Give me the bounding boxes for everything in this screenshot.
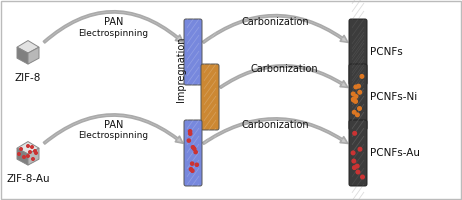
Text: ZIF-8: ZIF-8 xyxy=(15,73,41,83)
Polygon shape xyxy=(17,47,28,64)
Polygon shape xyxy=(28,148,39,165)
Circle shape xyxy=(23,156,25,158)
Polygon shape xyxy=(17,142,39,154)
FancyBboxPatch shape xyxy=(349,120,367,186)
Circle shape xyxy=(189,168,193,171)
FancyArrowPatch shape xyxy=(203,118,348,144)
Circle shape xyxy=(361,175,365,179)
Text: ZIF-8-Au: ZIF-8-Au xyxy=(6,174,50,184)
FancyArrowPatch shape xyxy=(199,67,208,84)
FancyArrowPatch shape xyxy=(43,114,183,144)
Circle shape xyxy=(193,147,196,150)
Text: PCNFs-Ni: PCNFs-Ni xyxy=(370,92,417,102)
Circle shape xyxy=(34,150,36,152)
Circle shape xyxy=(195,163,198,166)
Circle shape xyxy=(354,95,358,98)
Text: Impregnation: Impregnation xyxy=(176,37,186,102)
Circle shape xyxy=(355,164,359,168)
FancyBboxPatch shape xyxy=(349,64,367,130)
Circle shape xyxy=(353,132,357,135)
Circle shape xyxy=(188,130,192,133)
Circle shape xyxy=(351,151,355,155)
Circle shape xyxy=(187,139,190,142)
Circle shape xyxy=(35,152,37,154)
Circle shape xyxy=(352,92,355,96)
Text: Carbonization: Carbonization xyxy=(242,17,310,27)
Circle shape xyxy=(352,159,356,163)
Circle shape xyxy=(188,132,192,135)
Circle shape xyxy=(29,151,31,153)
Circle shape xyxy=(27,145,29,147)
Text: PAN: PAN xyxy=(104,120,123,130)
Circle shape xyxy=(356,170,360,174)
Circle shape xyxy=(354,100,358,103)
Polygon shape xyxy=(17,41,39,53)
FancyArrowPatch shape xyxy=(203,15,348,43)
Polygon shape xyxy=(17,148,28,165)
FancyBboxPatch shape xyxy=(201,64,219,130)
Circle shape xyxy=(357,84,360,88)
Circle shape xyxy=(20,148,22,150)
Text: Carbonization: Carbonization xyxy=(242,120,310,130)
Circle shape xyxy=(191,146,195,149)
Circle shape xyxy=(30,146,33,148)
Circle shape xyxy=(353,110,356,114)
Polygon shape xyxy=(28,47,39,64)
Circle shape xyxy=(358,107,361,110)
Circle shape xyxy=(191,169,194,172)
Circle shape xyxy=(194,150,197,154)
Circle shape xyxy=(360,75,364,78)
Text: Electrospinning: Electrospinning xyxy=(79,132,149,140)
FancyArrowPatch shape xyxy=(43,11,183,43)
FancyArrowPatch shape xyxy=(220,65,348,88)
Text: Carbonization: Carbonization xyxy=(250,64,318,74)
Circle shape xyxy=(353,166,356,169)
Text: Electrospinning: Electrospinning xyxy=(79,29,149,38)
Circle shape xyxy=(32,158,34,160)
Circle shape xyxy=(18,153,20,155)
Text: PCNFs-Au: PCNFs-Au xyxy=(370,148,420,158)
Circle shape xyxy=(352,97,355,101)
Circle shape xyxy=(352,98,355,102)
Text: PAN: PAN xyxy=(104,17,123,27)
FancyBboxPatch shape xyxy=(349,19,367,85)
Circle shape xyxy=(354,85,358,89)
Circle shape xyxy=(358,147,362,151)
Circle shape xyxy=(358,90,362,94)
Text: PCNFs: PCNFs xyxy=(370,47,403,57)
Circle shape xyxy=(190,162,194,165)
Circle shape xyxy=(356,113,359,117)
Circle shape xyxy=(27,155,29,157)
FancyBboxPatch shape xyxy=(184,120,202,186)
FancyBboxPatch shape xyxy=(184,19,202,85)
